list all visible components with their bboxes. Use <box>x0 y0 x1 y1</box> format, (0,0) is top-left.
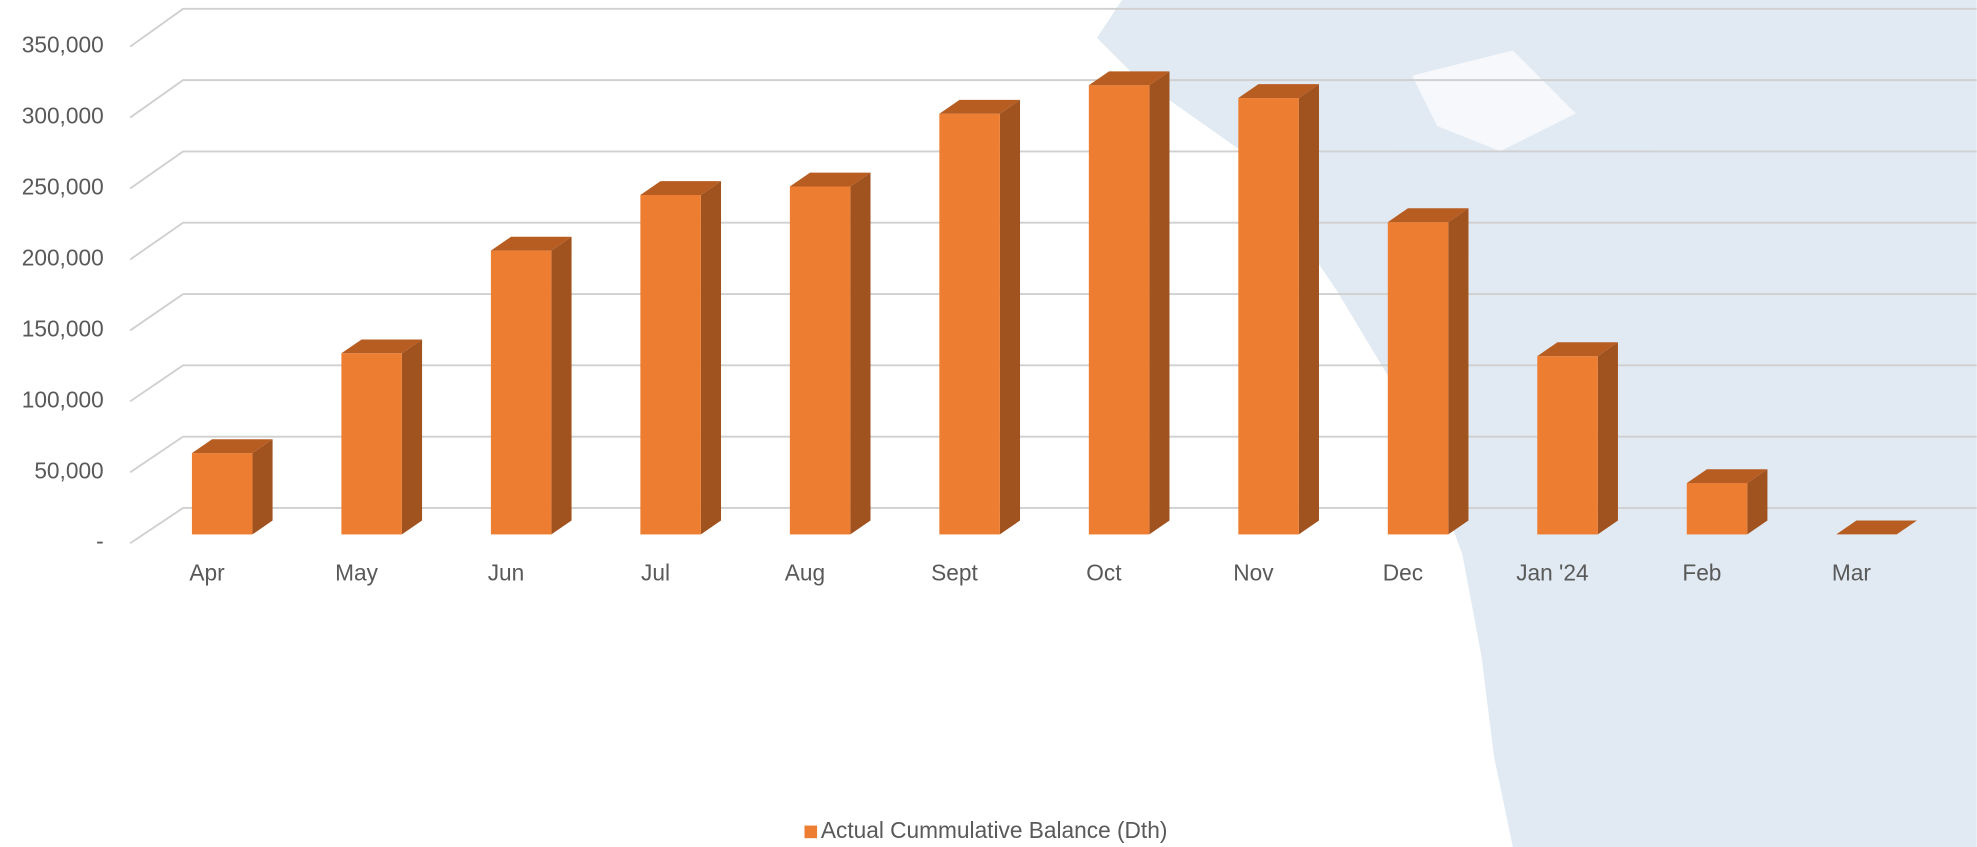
bar-top <box>1537 342 1618 357</box>
bar-side <box>999 99 1021 535</box>
x-tick-label: Apr <box>189 560 225 586</box>
bar <box>939 99 1021 535</box>
bar-front <box>640 195 701 535</box>
grid-line <box>129 435 1977 474</box>
bar-side <box>1747 469 1768 535</box>
bar-front <box>1088 85 1150 535</box>
bar-side <box>850 172 871 535</box>
x-tick-label: Dec <box>1383 560 1423 586</box>
bar <box>1238 84 1319 535</box>
bar-layer <box>191 71 1917 535</box>
bar-side <box>1298 84 1319 535</box>
grid-line <box>129 221 1977 261</box>
bar-top <box>1387 208 1469 223</box>
grid-layer <box>129 7 1977 545</box>
bar-top <box>191 439 273 454</box>
grid-line <box>129 293 1977 332</box>
bar-side <box>551 236 572 535</box>
bar-top <box>1088 71 1170 86</box>
bar-front <box>1238 98 1299 535</box>
x-tick-label: Jun <box>488 560 525 586</box>
bar <box>1387 208 1469 535</box>
bar-front <box>939 113 1000 535</box>
bar-top <box>789 172 871 187</box>
text-layer: - 50,000 100,000 150,000 200,000 250,000 300,0… <box>22 32 1872 843</box>
x-tick-label: Jan '24 <box>1516 560 1588 586</box>
bar-front <box>490 250 552 535</box>
bar-side <box>700 181 722 535</box>
bar <box>789 172 871 535</box>
x-tick-label: May <box>335 560 378 586</box>
y-tick-label: 200,000 <box>22 244 104 270</box>
x-tick-label: Nov <box>1233 560 1274 586</box>
bar-side <box>401 339 423 535</box>
bar-side <box>1448 208 1469 535</box>
bar-front <box>341 353 402 535</box>
bar-side <box>1597 342 1618 535</box>
bar-front <box>1387 222 1449 535</box>
bar <box>1836 520 1917 535</box>
bar <box>1686 469 1768 535</box>
grid-line <box>129 150 1977 190</box>
bar-front <box>1537 356 1598 535</box>
legend-label: Actual Cummulative Balance (Dth) <box>821 817 1168 843</box>
bar-front <box>1686 483 1748 535</box>
bar-top <box>1238 84 1319 99</box>
bar <box>191 439 273 535</box>
bar-top <box>341 339 423 354</box>
bar-side <box>252 439 273 535</box>
bar <box>1537 342 1618 535</box>
y-tick-label: 250,000 <box>22 174 104 200</box>
bar <box>490 236 572 535</box>
y-tick-label: - <box>96 528 104 554</box>
bar <box>341 339 423 535</box>
x-tick-label: Aug <box>785 560 825 586</box>
x-tick-label: Sept <box>931 560 978 586</box>
grid-line <box>129 79 1977 119</box>
y-tick-label: 100,000 <box>22 386 104 412</box>
x-tick-label: Oct <box>1086 560 1122 586</box>
y-tick-label: 350,000 <box>22 32 104 58</box>
y-tick-label: 150,000 <box>22 315 104 341</box>
bar-front <box>789 186 851 535</box>
bar <box>640 181 722 535</box>
bar-top <box>1686 469 1768 484</box>
grid-line <box>129 364 1977 403</box>
background-map <box>1096 0 1977 847</box>
y-tick-label: 300,000 <box>22 103 104 129</box>
bar-top <box>640 181 722 196</box>
x-tick-label: Feb <box>1682 560 1721 586</box>
bar-top <box>1836 520 1917 535</box>
x-tick-label: Mar <box>1832 560 1871 586</box>
bar-top <box>939 99 1021 114</box>
legend-swatch <box>804 825 818 839</box>
x-tick-label: Jul <box>641 560 670 586</box>
grid-line <box>129 507 1977 545</box>
bar-front <box>191 453 253 535</box>
y-tick-label: 50,000 <box>34 457 103 483</box>
grid-line <box>129 7 1977 48</box>
bar-top <box>490 236 572 251</box>
bar <box>1088 71 1170 535</box>
bar-side <box>1149 71 1170 535</box>
